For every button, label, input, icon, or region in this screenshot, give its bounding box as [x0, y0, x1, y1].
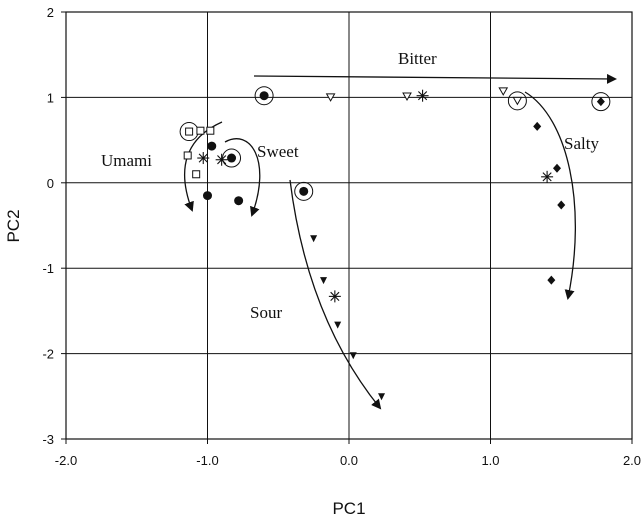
bitter-data-point — [402, 92, 412, 102]
y-axis-title: PC2 — [4, 209, 23, 242]
salty-highlight-circle — [591, 92, 611, 112]
y-tick-label: 2 — [47, 5, 54, 20]
sour-centroid-star — [328, 290, 341, 303]
sweet-highlight-circle — [254, 86, 274, 106]
salty-data-point — [557, 200, 566, 210]
sweet-arrow — [224, 138, 261, 217]
bitter-data-point — [512, 96, 523, 106]
x-axis-title: PC1 — [332, 499, 365, 518]
salty-data-point — [553, 163, 562, 173]
y-tick-label: -2 — [42, 347, 54, 362]
bitter-data-point — [325, 93, 336, 102]
sweet-data-point — [203, 191, 212, 201]
sour-data-point — [349, 352, 357, 360]
umami-label: Umami — [101, 151, 152, 170]
umami-data-point — [196, 126, 205, 135]
y-tick-label: 1 — [47, 90, 54, 105]
salty-data-point — [547, 275, 556, 285]
umami-data-point — [192, 170, 201, 179]
umami-data-point — [183, 151, 192, 160]
bitter-data-point — [498, 87, 509, 96]
bitter-arrow — [253, 73, 617, 84]
y-tick-label: -3 — [42, 432, 54, 447]
sweet-data-point — [207, 141, 217, 151]
sour-label: Sour — [250, 303, 282, 322]
trend-arrows — [184, 73, 617, 410]
umami-data-point — [185, 127, 194, 136]
umami-data-point — [206, 126, 215, 135]
salty-arrow — [524, 91, 576, 300]
axis-ticks: -2.0 -1.0 0.0 1.0 2.0 -3 -2 -1 0 1 2 — [42, 5, 641, 468]
sweet-highlight-circle — [222, 148, 242, 168]
bitter-highlight-circle — [507, 91, 527, 111]
y-tick-label: -1 — [42, 261, 54, 276]
bitter-centroid-star — [416, 89, 429, 102]
sour-data-point — [334, 321, 342, 329]
salty-centroid-star — [541, 170, 554, 183]
umami-centroid-star — [197, 152, 210, 165]
sour-data-point — [378, 393, 386, 401]
sweet-label: Sweet — [257, 142, 299, 161]
salty-label: Salty — [564, 134, 599, 153]
group-labels: Bitter Umami Sweet Sour Salty — [101, 49, 599, 322]
x-tick-label: -2.0 — [55, 453, 77, 468]
x-tick-label: -1.0 — [196, 453, 218, 468]
x-tick-label: 2.0 — [623, 453, 641, 468]
sweet-data-point — [227, 153, 237, 163]
salty-data-point — [596, 97, 605, 107]
sweet-data-point — [259, 91, 269, 101]
sweet-data-point — [234, 196, 244, 206]
bitter-label: Bitter — [398, 49, 437, 68]
sweet-highlight-circle — [294, 181, 314, 201]
x-tick-label: 1.0 — [481, 453, 499, 468]
sour-data-point — [310, 235, 318, 243]
salty-data-point — [533, 121, 542, 131]
y-tick-label: 0 — [47, 176, 54, 191]
grid-lines — [66, 12, 632, 439]
sour-data-point — [320, 277, 328, 285]
sweet-data-point — [299, 186, 309, 196]
sour-arrow — [289, 179, 382, 410]
x-tick-label: 0.0 — [340, 453, 358, 468]
sweet-centroid-star — [215, 153, 228, 166]
data-points — [179, 86, 611, 401]
